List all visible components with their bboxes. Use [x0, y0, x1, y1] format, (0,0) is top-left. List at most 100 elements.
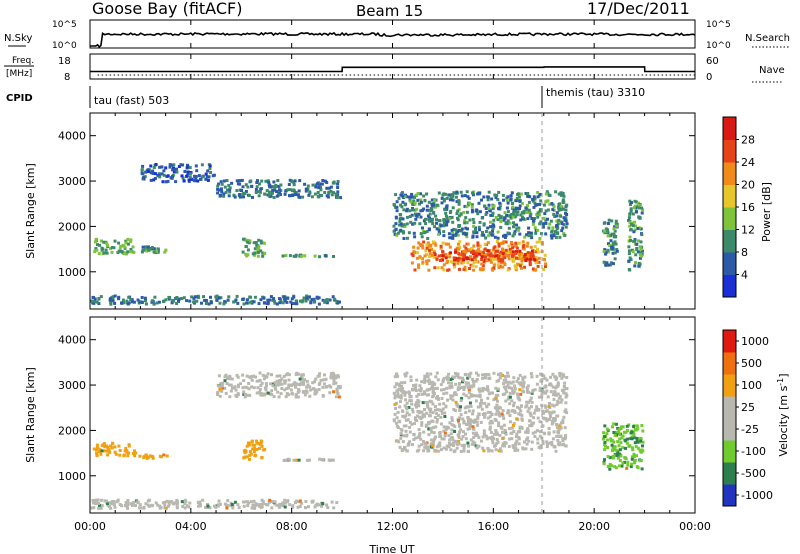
power-cell-r7 [448, 193, 452, 197]
velocity-cell-r3 [244, 385, 248, 389]
velocity-cell-r3 [228, 377, 232, 381]
power-cell-r10 [604, 252, 608, 256]
velocity-cell-r2 [252, 499, 256, 503]
power-cell-r8 [421, 257, 424, 261]
velocity-cell-r6 [498, 433, 502, 437]
velocity-cell-r6 [462, 419, 466, 423]
velocity-cell-r6 [503, 444, 506, 448]
velocity-cell-r3 [337, 395, 341, 399]
velocity-cell-r2 [270, 500, 274, 503]
power-cell-r8 [462, 267, 466, 271]
velocity-cell-r6 [469, 404, 473, 408]
power-cell-r0 [118, 249, 122, 253]
velocity-cell-r3 [258, 378, 262, 382]
power-cell-r3 [329, 185, 333, 189]
velocity-cell-r7 [609, 437, 613, 441]
velocity-cell-r3 [302, 381, 305, 385]
power-cell-r7 [542, 203, 546, 207]
power-cell-r7 [448, 217, 452, 221]
velocity-cell-r7 [611, 454, 615, 458]
velocity-cell-r2 [259, 503, 263, 506]
power-cell-r0 [113, 239, 117, 243]
power-cell-r8 [507, 244, 511, 248]
velocity-cell-r6 [398, 420, 402, 424]
velocity-cell-r6 [405, 401, 409, 405]
power-cell-r4 [252, 241, 256, 245]
power-cell-r8 [437, 254, 441, 258]
velocity-cell-r3 [334, 374, 338, 378]
velocity-cell-r6 [483, 401, 487, 405]
power-cell-r6 [150, 300, 154, 304]
velocity-cell-r6 [525, 404, 529, 408]
power-cell-r7 [493, 193, 497, 197]
velocity-cell-r2 [270, 506, 274, 510]
power-cell-r5 [288, 254, 292, 258]
power-cell-r10 [611, 246, 615, 250]
power-cell-r7 [445, 223, 449, 227]
velocity-cell-r2 [268, 498, 272, 502]
velocity-cell-r6 [561, 418, 565, 422]
velocity-cell-r2 [161, 501, 165, 505]
velocity-ytick-label: 3000 [58, 379, 86, 392]
velocity-cell-r6 [564, 392, 568, 396]
power-cell-r7 [464, 216, 468, 220]
power-cell-r2 [153, 177, 157, 180]
velocity-cell-r6 [549, 415, 552, 419]
power-cell-r7 [396, 231, 400, 235]
velocity-cell-r6 [543, 417, 547, 421]
velocity-cell-r6 [453, 430, 457, 433]
power-cell-r7 [448, 211, 452, 215]
velocity-cell-r2 [97, 502, 101, 505]
velocity-cell-r3 [314, 377, 318, 381]
velocity-cell-r6 [428, 399, 432, 403]
power-cell-r7 [532, 205, 536, 209]
velocity-cell-r3 [332, 379, 336, 382]
velocity-cell-r5 [318, 457, 322, 461]
power-cell-r6 [325, 298, 329, 302]
power-cell-r8 [460, 261, 464, 265]
power-cell-r9 [497, 257, 501, 261]
velocity-cell-r6 [449, 432, 453, 436]
velocity-cell-r6 [520, 426, 524, 430]
power-cell-r7 [544, 221, 548, 225]
velocity-cell-r6 [472, 436, 476, 439]
velocity-cell-r7 [630, 437, 634, 441]
velocity-cell-r6 [523, 440, 526, 444]
power-cell-r6 [138, 300, 142, 304]
power-cell-r0 [127, 242, 130, 246]
power-cell-r7 [559, 208, 563, 212]
velocity-cell-r6 [396, 439, 400, 443]
velocity-cell-r3 [223, 386, 227, 390]
velocity-cell-r6 [512, 390, 516, 394]
power-cell-r7 [431, 217, 434, 221]
power-cell-r3 [284, 189, 288, 193]
velocity-cell-r7 [623, 460, 626, 464]
power-cell-r3 [218, 188, 222, 192]
velocity-cell-r6 [504, 387, 508, 391]
power-cell-r7 [563, 233, 567, 237]
power-cell-r2 [172, 166, 175, 170]
power-cell-r4 [245, 254, 249, 258]
velocity-colorbar-segment [723, 396, 736, 419]
power-cell-r7 [419, 200, 423, 204]
velocity-cell-r6 [435, 445, 439, 449]
velocity-cell-r7 [630, 457, 634, 461]
velocity-cell-r6 [442, 392, 446, 396]
velocity-cell-r2 [241, 500, 245, 504]
power-cell-r7 [392, 203, 396, 206]
power-cell-r7 [555, 219, 559, 223]
power-cell-r7 [485, 211, 489, 214]
cpid-segment-1: tau (fast) 503 [94, 94, 169, 107]
power-cell-r0 [98, 243, 102, 247]
velocity-cell-r6 [437, 443, 441, 447]
power-cell-r3 [297, 195, 301, 199]
power-cell-r6 [185, 299, 189, 303]
velocity-cell-r6 [545, 440, 549, 444]
velocity-cell-r3 [335, 387, 339, 391]
power-cell-r7 [554, 236, 558, 239]
velocity-cell-r7 [632, 430, 635, 434]
velocity-cell-r6 [428, 410, 432, 414]
power-cell-r3 [254, 188, 258, 191]
velocity-cell-r6 [495, 432, 499, 436]
